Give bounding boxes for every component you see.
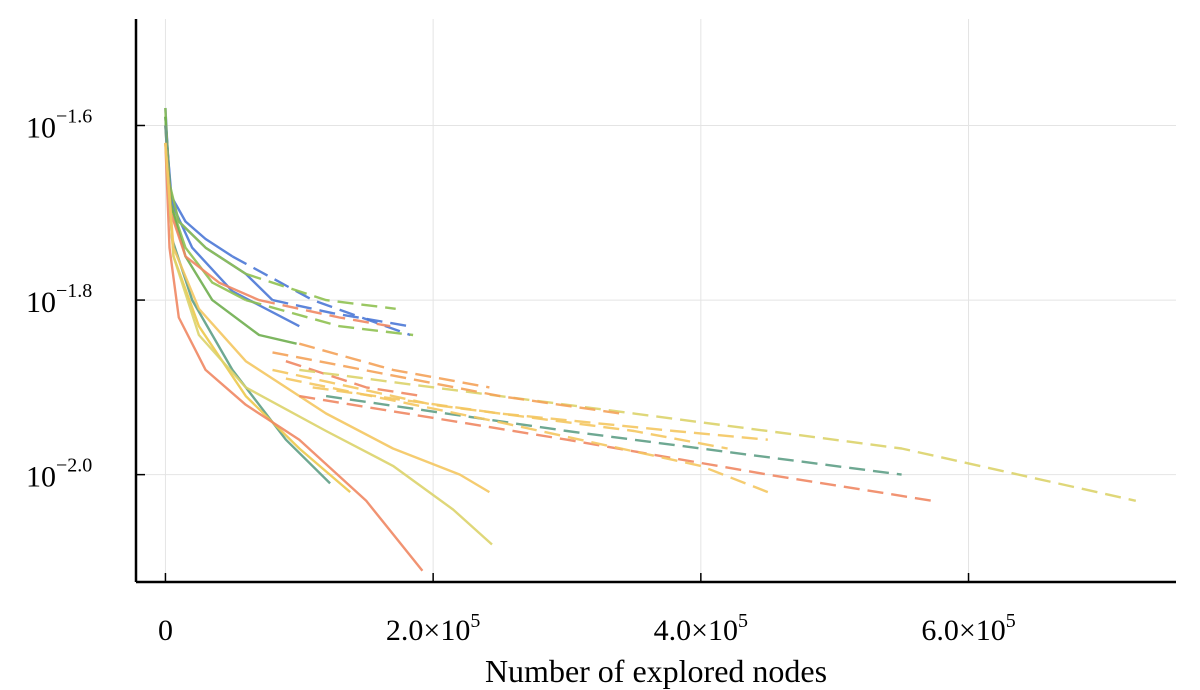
- series-line-run-17: [164, 142, 424, 572]
- series-line-run-14: [285, 360, 423, 398]
- ticks: 0 2.0×105 4.0×105 6.0×105 10−1.6 10−1.8 10−2.0: [26, 105, 1016, 647]
- series-line-run-22: [299, 368, 1137, 502]
- series-line-run-07: [245, 272, 396, 310]
- series-line-run-04: [231, 255, 411, 337]
- x-axis-title: Number of explored nodes: [485, 653, 827, 689]
- series-line-run-25: [272, 368, 728, 450]
- series-line-run-06: [164, 107, 247, 275]
- series-line-run-19: [164, 142, 491, 494]
- y-tick-label: 10−2.0: [26, 455, 92, 494]
- y-tick-label: 10−1.8: [26, 280, 92, 319]
- series-line-run-09: [245, 298, 414, 337]
- series-line-run-21: [299, 394, 933, 502]
- series-line-run-03: [164, 116, 234, 258]
- grid: [136, 19, 1176, 582]
- x-tick-label: 0: [158, 614, 173, 647]
- y-tick-label: 10−1.6: [26, 105, 92, 144]
- series-line-run-02: [272, 298, 410, 328]
- series-line-run-20: [325, 394, 902, 476]
- series-line-run-13: [298, 342, 490, 389]
- series-line-run-26: [272, 351, 621, 415]
- x-tick-label: 4.0×105: [654, 610, 748, 647]
- series-layer: [164, 107, 1137, 572]
- series-line-run-24: [285, 377, 769, 494]
- x-tick-label: 2.0×105: [386, 610, 480, 647]
- x-tick-label: 6.0×105: [921, 610, 1015, 647]
- series-line-run-18: [164, 142, 493, 546]
- series-line-run-23: [312, 386, 768, 441]
- series-line-run-12: [258, 298, 391, 328]
